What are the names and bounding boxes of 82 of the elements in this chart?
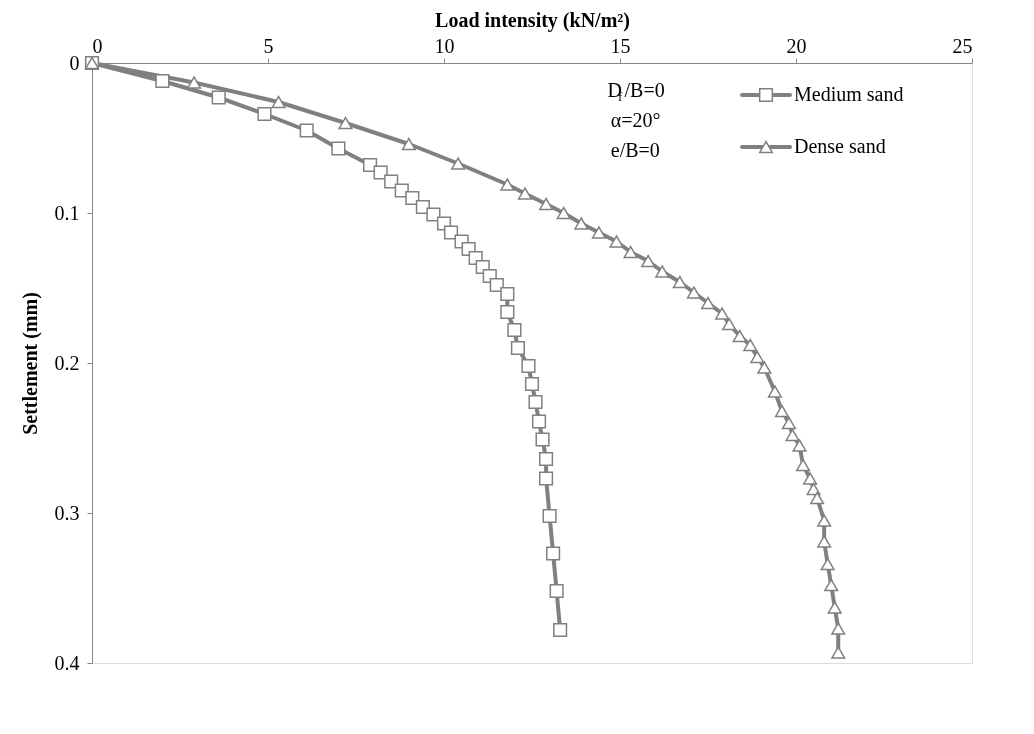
point (785, 428, 800, 442)
point (556, 206, 571, 220)
y-tick-label: 0.3 (54, 501, 80, 524)
point (373, 165, 388, 180)
point (591, 226, 606, 239)
point (795, 458, 811, 472)
point (443, 225, 459, 240)
point (524, 376, 540, 392)
point (299, 123, 314, 138)
point (539, 197, 554, 211)
point (257, 106, 272, 122)
point (732, 329, 747, 343)
annotation: e/B=0 (610, 139, 660, 161)
point (546, 546, 561, 561)
point (817, 514, 832, 527)
point (609, 235, 624, 248)
point (187, 76, 202, 89)
point (510, 340, 525, 356)
x-tick-label: 15 (610, 34, 631, 57)
x-tick-label: 0 (92, 34, 103, 57)
point (700, 296, 716, 310)
point (528, 394, 543, 410)
point (820, 557, 835, 571)
y-axis-title: Settlement (mm) (18, 292, 42, 435)
point (539, 451, 554, 467)
point (831, 646, 846, 659)
point (451, 157, 466, 170)
point (806, 482, 821, 496)
x-tick-label: 25 (952, 34, 973, 57)
point (623, 245, 638, 259)
point (767, 385, 782, 398)
point (426, 207, 441, 222)
x-tick-label: 5 (263, 34, 274, 57)
point (405, 190, 420, 206)
point (781, 416, 797, 430)
point (539, 471, 554, 486)
point (743, 338, 758, 352)
point (750, 350, 765, 364)
point (722, 317, 737, 331)
point (655, 265, 670, 278)
point (338, 116, 353, 130)
point (384, 174, 399, 189)
point (549, 583, 564, 599)
point (824, 578, 839, 592)
legend-label: Medium sand (794, 83, 904, 105)
point (542, 508, 557, 524)
point (827, 601, 842, 614)
point (686, 286, 701, 299)
point (757, 361, 772, 374)
point (211, 90, 226, 105)
point (401, 137, 416, 151)
legend-label: Dense sand (794, 135, 886, 157)
point (531, 414, 547, 429)
point (500, 286, 515, 302)
point (810, 491, 825, 505)
point (553, 622, 568, 638)
y-tick-label: 0.4 (54, 651, 80, 674)
point (331, 141, 346, 156)
y-tick-label: 0.1 (54, 201, 80, 224)
point (641, 254, 656, 268)
annotation: α=20° (610, 109, 661, 131)
point (521, 358, 536, 374)
point (574, 217, 589, 230)
point (155, 73, 170, 89)
y-tick-label: 0 (69, 51, 80, 74)
point (500, 304, 515, 320)
point (792, 439, 807, 452)
point (831, 622, 846, 635)
point (517, 187, 533, 200)
x-tick-label: 10 (434, 34, 455, 57)
point (500, 178, 515, 191)
point (774, 404, 789, 418)
point (672, 275, 687, 289)
y-tick-label: 0.2 (54, 351, 80, 374)
x-tick-label: 20 (786, 34, 807, 57)
point (715, 307, 730, 320)
point (271, 95, 286, 109)
point (803, 472, 818, 485)
x-axis-title: Load intensity (kN/m²) (435, 8, 630, 32)
point (535, 432, 550, 447)
point (507, 322, 522, 338)
point (817, 535, 832, 548)
